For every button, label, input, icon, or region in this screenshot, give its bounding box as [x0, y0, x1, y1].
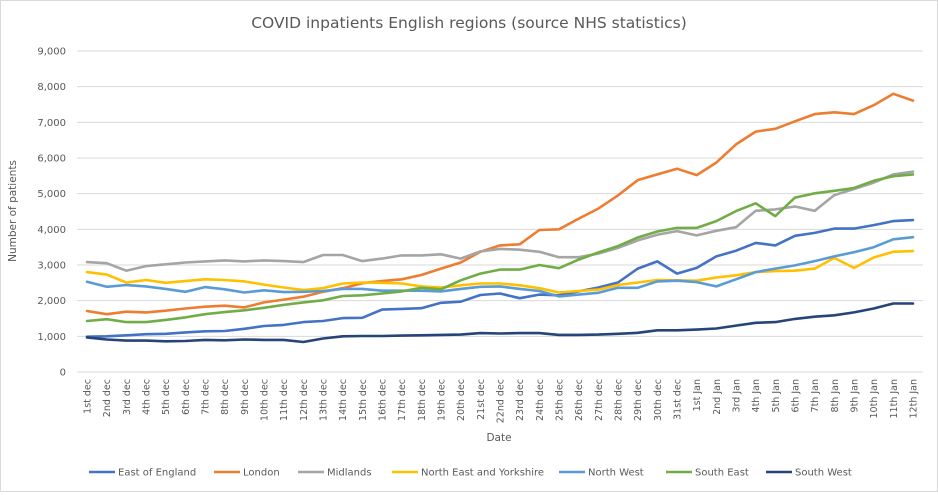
legend-item: North East and Yorkshire	[392, 468, 544, 479]
x-tick-label: 7th Jan	[810, 379, 821, 412]
x-axis-label: Date	[486, 432, 511, 444]
legend-item: East of England	[89, 468, 196, 479]
gridlines	[77, 50, 923, 373]
legend-item: North West	[559, 468, 644, 479]
x-tick-label: 7th dec	[201, 379, 212, 415]
x-tick-label: 5th dec	[161, 379, 172, 415]
x-tick-label: 11th Jan	[889, 379, 900, 419]
x-axis-ticks: 1st dec 2nd dec 3rd dec 4th dec 5th dec 6th d…	[83, 379, 920, 423]
y-tick-label: 6,000	[37, 154, 66, 165]
x-tick-label: 18th dec	[417, 379, 428, 421]
x-tick-label: 13th dec	[319, 379, 330, 421]
series-line-midlands	[85, 170, 915, 273]
x-tick-label: 27th dec	[594, 379, 605, 421]
x-tick-label: 14th dec	[338, 379, 349, 421]
x-tick-label: 6th Jan	[791, 379, 802, 412]
x-tick-label: 16th dec	[378, 379, 389, 421]
series-line-south-east	[85, 173, 915, 324]
legend-item: Midlands	[298, 468, 372, 479]
x-tick-label: 31st dec	[673, 379, 684, 420]
x-tick-label: 17th dec	[397, 379, 408, 421]
x-tick-label: 3rd dec	[122, 379, 133, 415]
x-tick-label: 30th dec	[653, 379, 664, 421]
x-tick-label: 4th dec	[142, 379, 153, 415]
legend: East of England London Midlands North East …	[89, 468, 852, 479]
x-tick-label: 9th dec	[240, 379, 251, 415]
x-tick-label: 10th dec	[260, 379, 271, 421]
series-lines	[85, 92, 915, 344]
legend-item: London	[214, 468, 280, 479]
x-tick-label: 1st Jan	[692, 379, 703, 411]
x-tick-label: 29th dec	[633, 379, 644, 421]
x-tick-label: 2nd dec	[102, 379, 113, 417]
x-tick-label: 21st dec	[476, 379, 487, 420]
series-line-london	[85, 92, 915, 316]
series-line-east-of-england	[85, 218, 915, 339]
x-tick-label: 11th dec	[279, 379, 290, 421]
x-tick-label: 5th Jan	[771, 379, 782, 412]
x-tick-label: 8th dec	[220, 379, 231, 415]
x-tick-label: 23rd dec	[515, 379, 526, 421]
x-tick-label: 26th dec	[574, 379, 585, 421]
legend-label: London	[243, 468, 280, 479]
x-tick-label: 15th dec	[358, 379, 369, 421]
x-tick-label: 12th dec	[299, 379, 310, 421]
y-tick-label: 2,000	[37, 296, 66, 307]
legend-label: North West	[588, 468, 644, 479]
y-axis-label: Number of patients	[7, 160, 19, 262]
y-tick-label: 0	[60, 368, 66, 379]
x-tick-label: 10th Jan	[869, 379, 880, 419]
legend-label: South East	[695, 468, 749, 479]
series-line-south-west	[85, 302, 915, 344]
y-tick-label: 4,000	[37, 225, 66, 236]
x-tick-label: 3rd Jan	[732, 379, 743, 412]
y-tick-label: 1,000	[37, 332, 66, 343]
x-tick-label: 19th dec	[437, 379, 448, 421]
legend-item: South East	[666, 468, 749, 479]
legend-label: East of England	[118, 468, 196, 479]
series-line-north-west	[85, 235, 915, 298]
x-tick-label: 6th dec	[181, 379, 192, 415]
chart-title: COVID inpatients English regions (source…	[251, 14, 687, 32]
y-axis-ticks: 0 1,000 2,000 3,000 4,000 5,000 6,000 7,000 8,00…	[37, 47, 66, 379]
x-tick-label: 24th dec	[535, 379, 546, 421]
x-tick-label: 12th Jan	[909, 379, 920, 419]
y-tick-label: 8,000	[37, 82, 66, 93]
y-tick-label: 5,000	[37, 189, 66, 200]
x-tick-label: 1st dec	[83, 379, 94, 414]
legend-item: South West	[766, 468, 852, 479]
x-tick-label: 28th dec	[614, 379, 625, 421]
legend-label: Midlands	[327, 468, 372, 479]
legend-label: North East and Yorkshire	[421, 468, 544, 479]
x-tick-label: 8th Jan	[830, 379, 841, 412]
x-tick-label: 2nd Jan	[712, 379, 723, 415]
legend-label: South West	[795, 468, 852, 479]
x-tick-label: 25th dec	[555, 379, 566, 421]
x-tick-label: 4th Jan	[751, 379, 762, 412]
y-tick-label: 3,000	[37, 261, 66, 272]
y-tick-label: 9,000	[37, 47, 66, 58]
series-line-north-east-and-yorkshire	[85, 249, 915, 294]
x-tick-label: 20th dec	[456, 379, 467, 421]
x-tick-label: 9th Jan	[850, 379, 861, 412]
y-tick-label: 7,000	[37, 118, 66, 129]
x-tick-label: 22nd dec	[496, 379, 507, 423]
